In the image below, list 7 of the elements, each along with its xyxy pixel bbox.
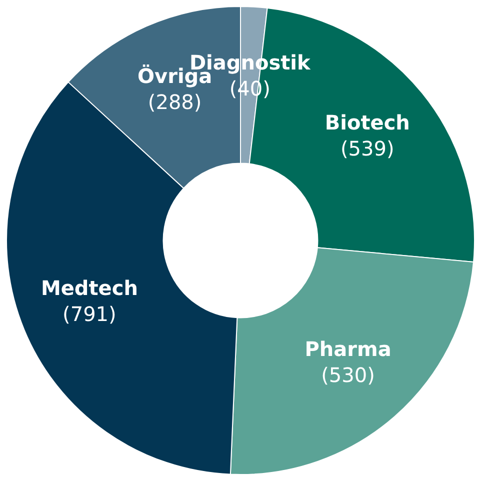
slice-label: Medtech xyxy=(40,276,138,300)
data-label: (539) xyxy=(340,136,394,161)
data-label: (288) xyxy=(148,90,202,114)
slice-label: Biotech xyxy=(324,110,410,135)
slice-label: Pharma xyxy=(304,336,392,361)
data-label: (791) xyxy=(62,302,116,326)
data-label: (530) xyxy=(321,362,375,387)
